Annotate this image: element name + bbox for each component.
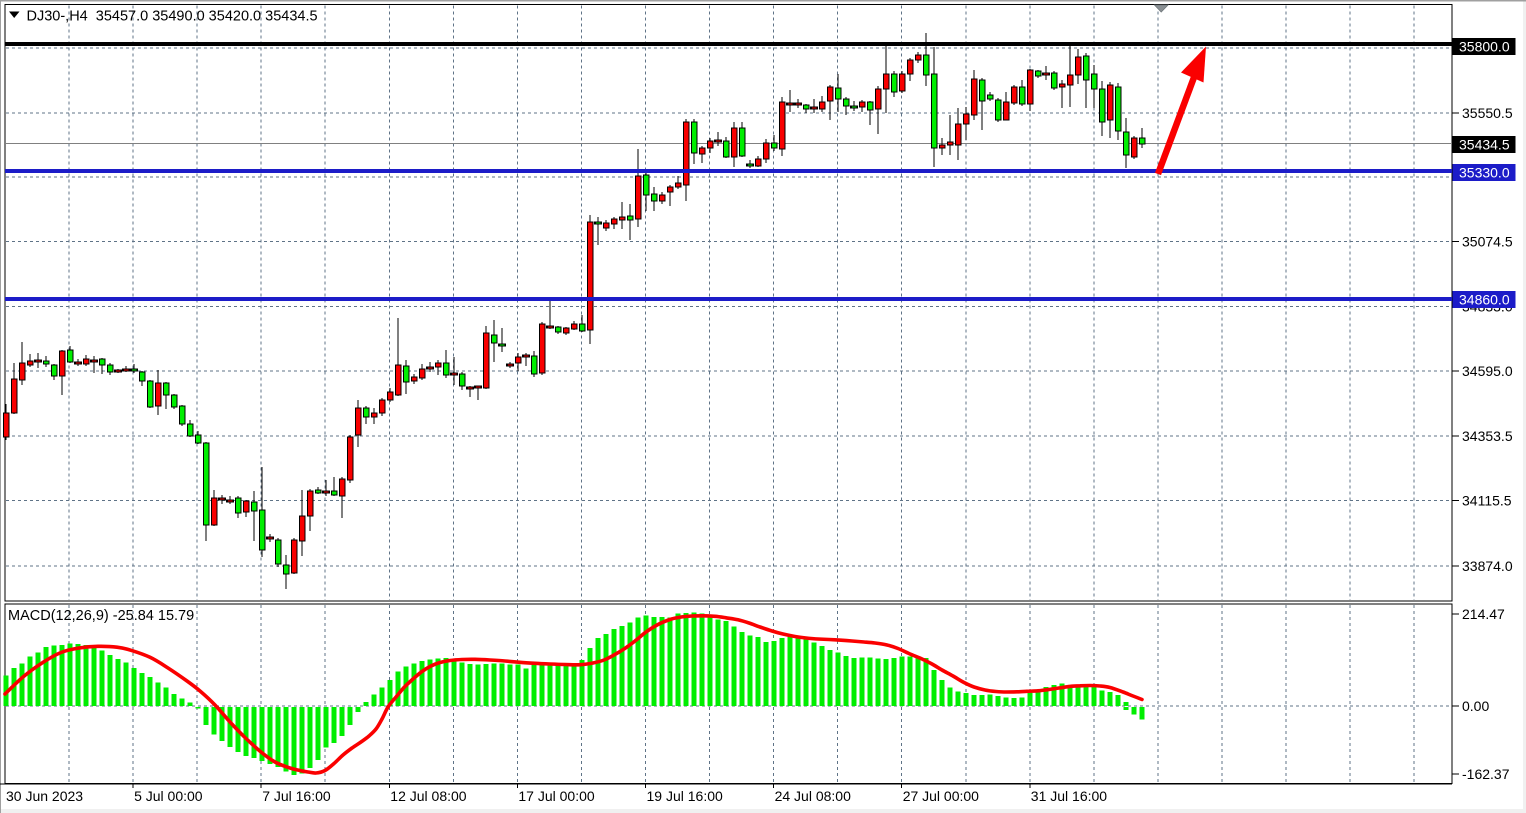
- svg-text:19 Jul 16:00: 19 Jul 16:00: [647, 788, 723, 804]
- svg-text:34353.5: 34353.5: [1462, 428, 1513, 444]
- svg-text:24 Jul 08:00: 24 Jul 08:00: [775, 788, 851, 804]
- svg-text:7 Jul 16:00: 7 Jul 16:00: [262, 788, 331, 804]
- svg-text:-162.37: -162.37: [1462, 766, 1510, 782]
- svg-text:35550.5: 35550.5: [1462, 105, 1513, 121]
- svg-text:34860.0: 34860.0: [1459, 291, 1510, 307]
- svg-text:35434.5: 35434.5: [1459, 137, 1510, 153]
- svg-text:35800.0: 35800.0: [1459, 39, 1510, 55]
- svg-text:35074.5: 35074.5: [1462, 233, 1513, 249]
- svg-text:31 Jul 16:00: 31 Jul 16:00: [1031, 788, 1107, 804]
- svg-text:DJ30-,H4 35457.0 35490.0 3542: DJ30-,H4 35457.0 35490.0 35420.0 35434.5: [27, 9, 318, 25]
- svg-text:34595.0: 34595.0: [1462, 363, 1513, 379]
- svg-text:214.47: 214.47: [1462, 606, 1505, 622]
- svg-text:35330.0: 35330.0: [1459, 164, 1510, 180]
- svg-text:0.00: 0.00: [1462, 698, 1489, 714]
- svg-text:5 Jul 00:00: 5 Jul 00:00: [134, 788, 203, 804]
- svg-text:12 Jul 08:00: 12 Jul 08:00: [390, 788, 466, 804]
- svg-text:MACD(12,26,9) -25.84 15.79: MACD(12,26,9) -25.84 15.79: [8, 608, 194, 624]
- svg-text:27 Jul 00:00: 27 Jul 00:00: [903, 788, 979, 804]
- svg-text:33874.0: 33874.0: [1462, 558, 1513, 574]
- svg-text:34115.5: 34115.5: [1462, 493, 1512, 509]
- svg-text:17 Jul 00:00: 17 Jul 00:00: [518, 788, 594, 804]
- svg-text:30 Jun 2023: 30 Jun 2023: [6, 788, 83, 804]
